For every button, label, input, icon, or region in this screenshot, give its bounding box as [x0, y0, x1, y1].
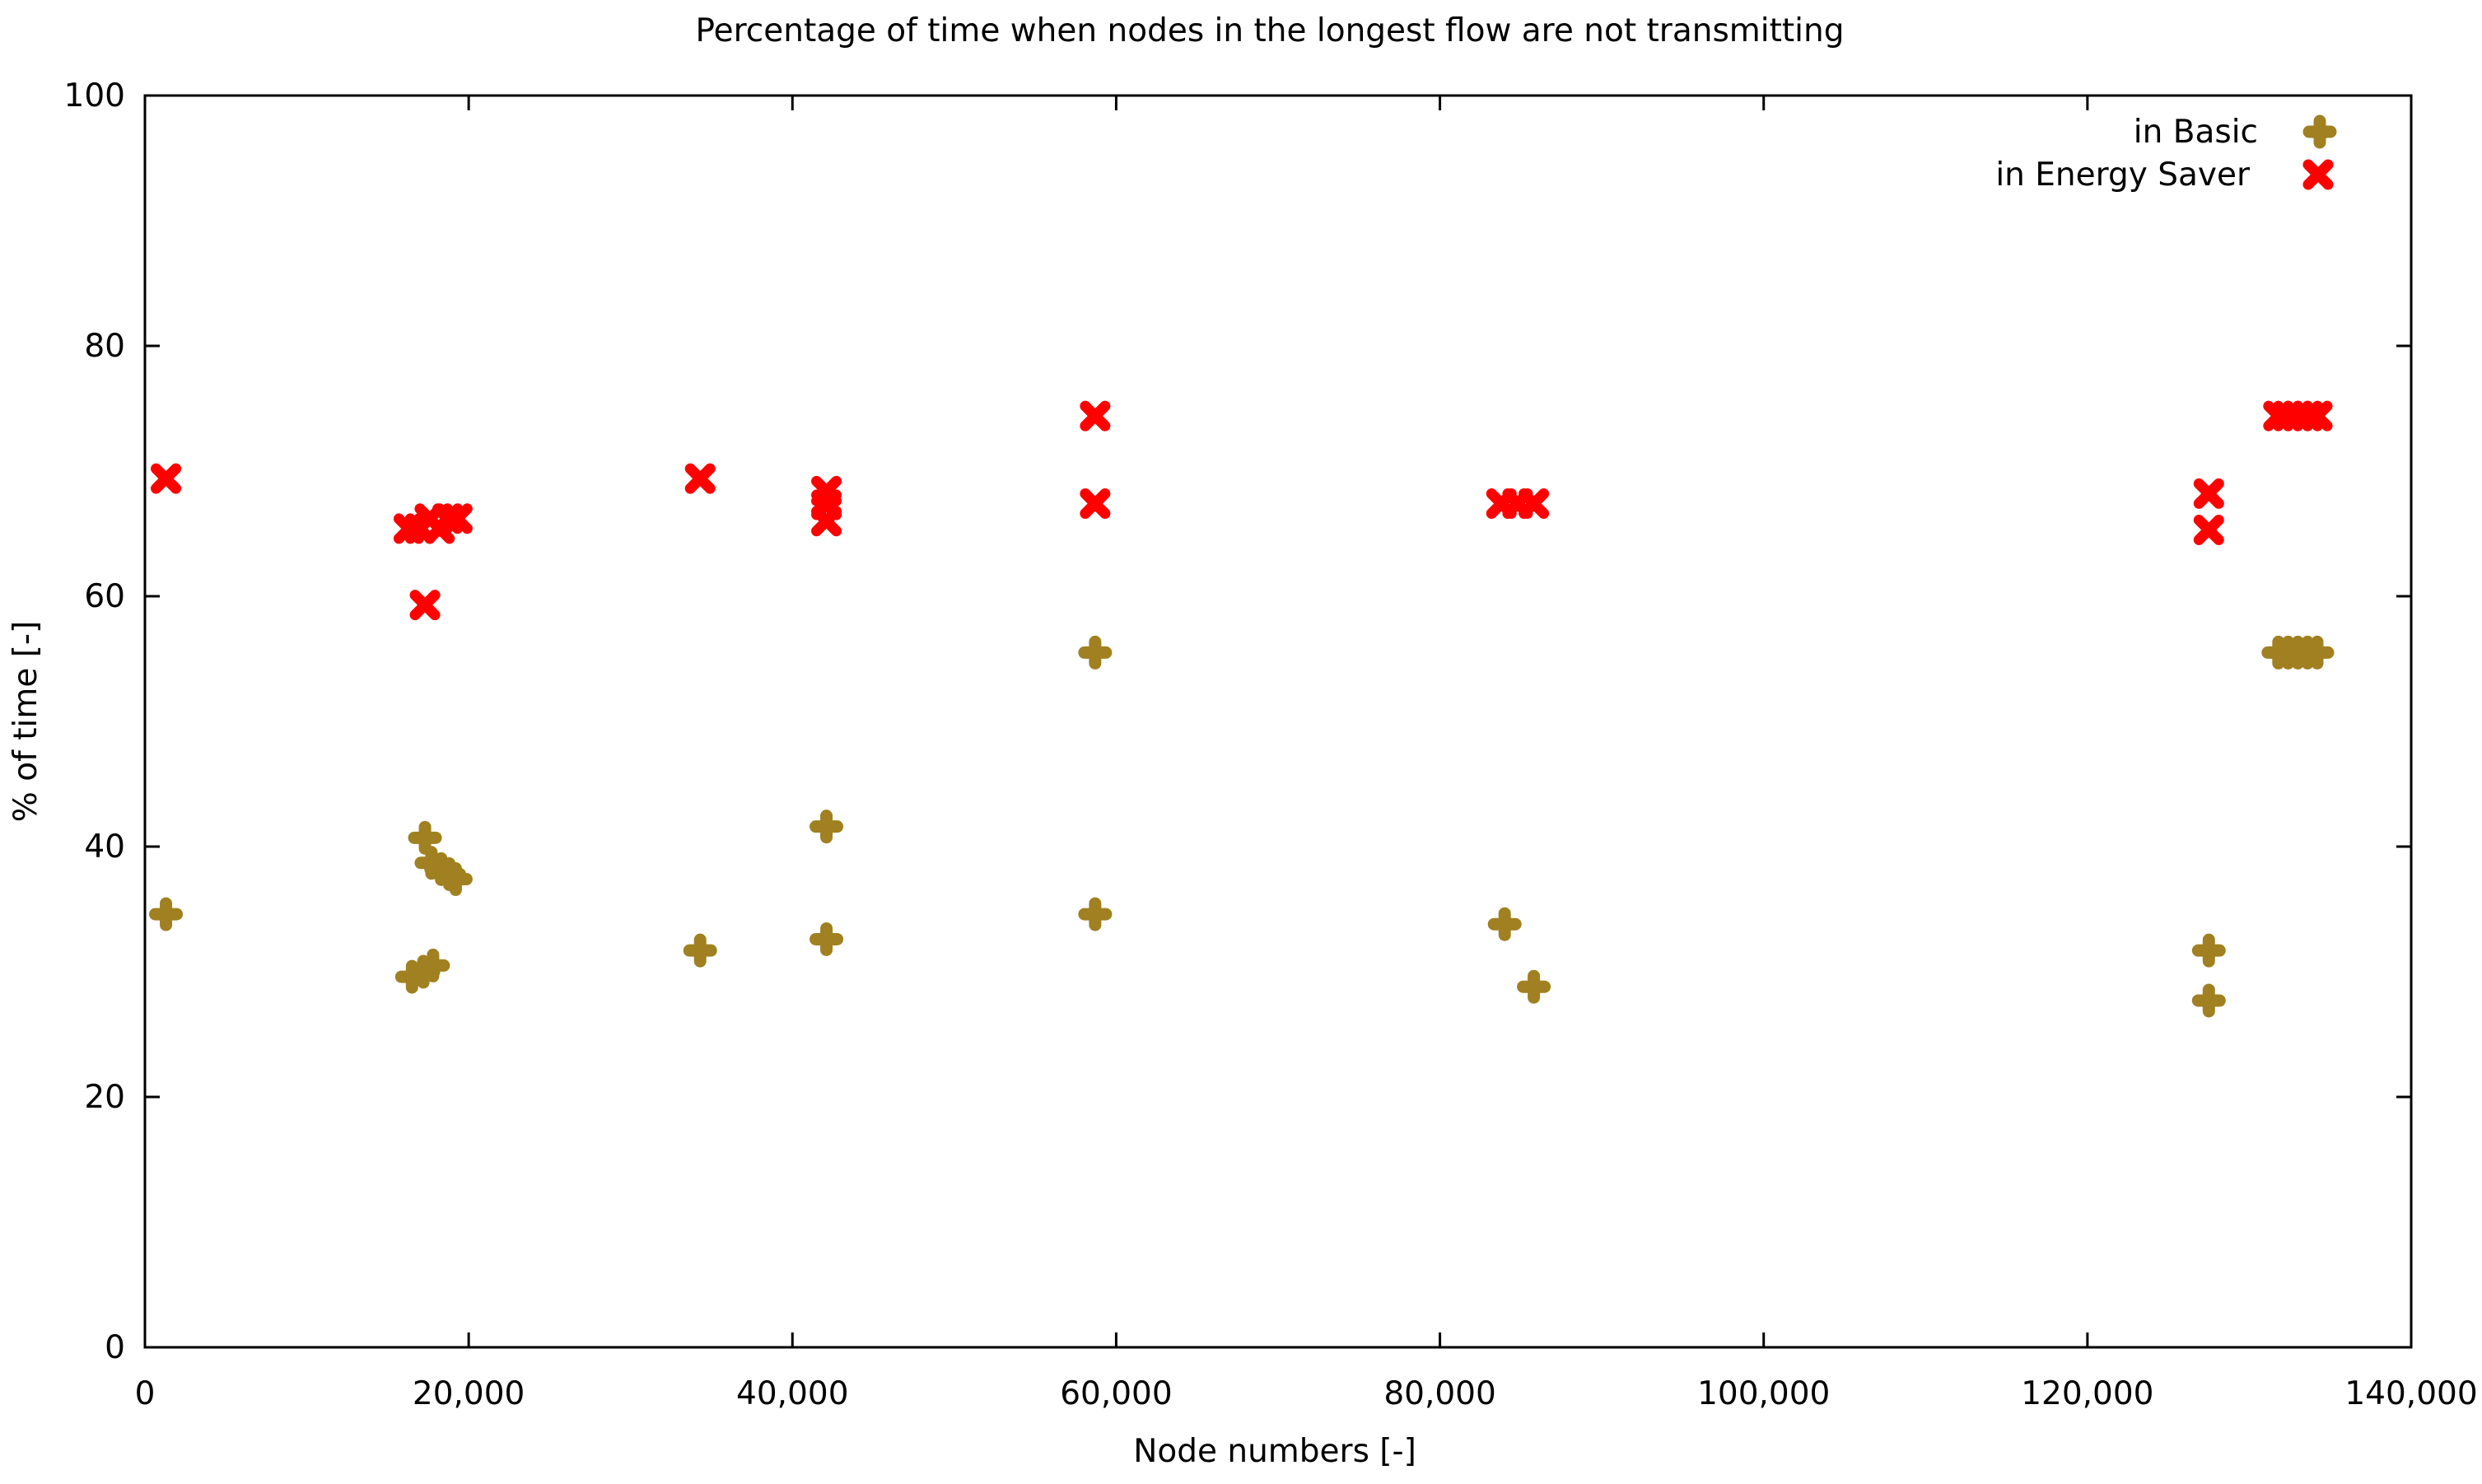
data-point-in-basic — [149, 897, 184, 931]
data-point-in-basic — [1487, 907, 1522, 941]
x-tick-label: 40,000 — [736, 1375, 848, 1412]
series-in-energy-saver — [151, 400, 2333, 621]
data-point-in-basic — [1078, 897, 1113, 931]
data-point-in-energy-saver — [409, 590, 441, 621]
x-tick-label: 60,000 — [1060, 1375, 1172, 1412]
legend-label-in-energy-saver: in Energy Saver — [1995, 156, 2251, 194]
x-axis-ticks: 0 20,000 40,000 60,000 80,000 100,000 120,000 1… — [135, 96, 2478, 1412]
data-point-in-basic — [408, 820, 442, 855]
data-point-in-basic — [1517, 969, 1551, 1004]
y-tick-label: 40 — [84, 828, 125, 866]
y-tick-label: 0 — [105, 1329, 125, 1366]
data-point-in-energy-saver — [151, 463, 182, 494]
data-point-in-basic — [2191, 983, 2226, 1018]
legend-label-in-basic: in Basic — [2134, 114, 2258, 151]
x-axis-label: Node numbers [-] — [1133, 1433, 1416, 1470]
legend-symbol-in-energy-saver — [2302, 159, 2334, 190]
legend: in Basic in Energy Saver — [1995, 114, 2337, 194]
y-axis-label: % of time [-] — [7, 621, 44, 822]
data-point-in-energy-saver — [1519, 488, 1550, 520]
y-axis-ticks: 0 20 40 60 80 100 — [64, 77, 2411, 1366]
y-tick-label: 60 — [84, 578, 125, 615]
legend-marker-in-energy-saver — [2302, 159, 2334, 190]
chart-title: Percentage of time when nodes in the lon… — [695, 12, 1844, 49]
x-tick-label: 20,000 — [413, 1375, 525, 1412]
data-point-in-energy-saver — [1080, 400, 1111, 432]
data-point-in-basic — [416, 948, 450, 982]
data-point-in-basic — [438, 862, 473, 897]
plot-frame — [143, 94, 2413, 1349]
legend-symbol-in-basic — [2302, 114, 2337, 149]
data-point-in-basic — [2191, 933, 2226, 968]
data-point-in-energy-saver — [811, 506, 842, 537]
data-point-in-basic — [809, 922, 844, 956]
x-tick-label: 140,000 — [2344, 1375, 2477, 1412]
data-point-in-energy-saver — [2302, 400, 2333, 432]
data-point-in-basic — [809, 810, 844, 844]
data-point-in-basic — [683, 933, 717, 968]
data-point-in-energy-saver — [441, 503, 473, 534]
series-in-basic — [149, 635, 2335, 1018]
x-tick-label: 100,000 — [1697, 1375, 1830, 1412]
x-tick-label: 80,000 — [1383, 1375, 1495, 1412]
y-tick-label: 80 — [84, 328, 125, 365]
y-tick-label: 20 — [84, 1079, 125, 1116]
data-point-in-energy-saver — [1080, 488, 1111, 520]
data-point-in-energy-saver — [2193, 514, 2224, 545]
data-point-in-basic — [2300, 635, 2335, 670]
y-tick-label: 100 — [64, 77, 125, 114]
data-point-in-basic — [1078, 635, 1113, 670]
x-tick-label: 0 — [135, 1375, 156, 1412]
data-point-in-energy-saver — [684, 463, 716, 494]
x-tick-label: 120,000 — [2021, 1375, 2153, 1412]
data-point-in-energy-saver — [2193, 478, 2224, 509]
legend-marker-in-basic — [2302, 114, 2337, 149]
